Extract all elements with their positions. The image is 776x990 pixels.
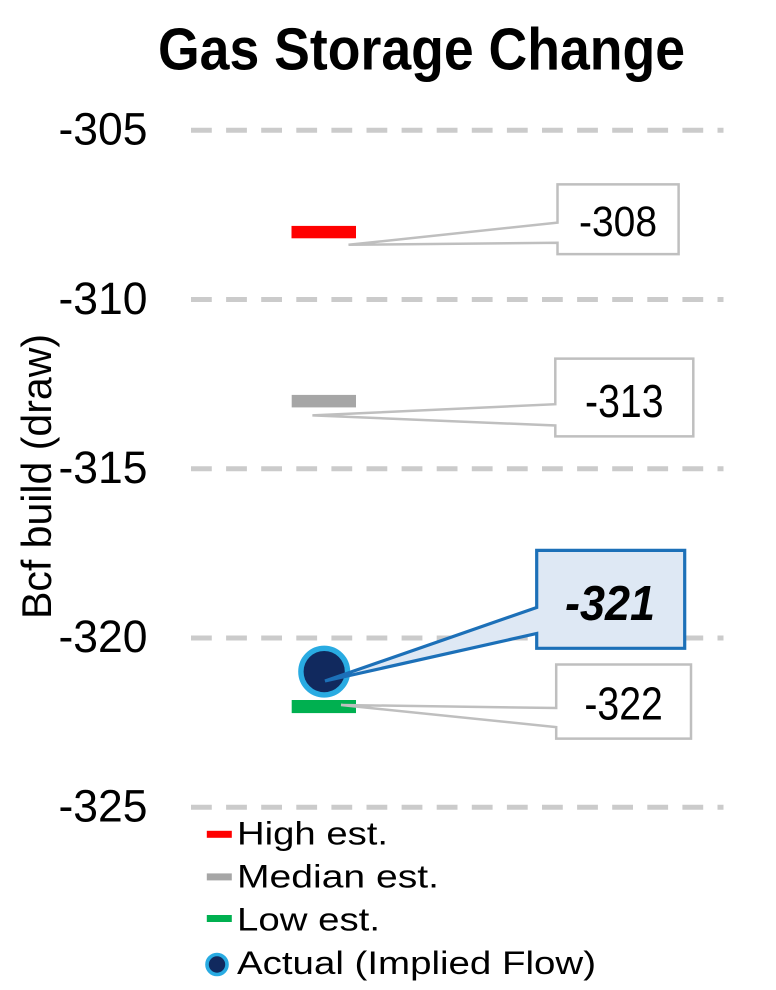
svg-text:Bcf build (draw): Bcf build (draw) <box>13 334 60 619</box>
svg-text:-315: -315 <box>59 442 148 493</box>
svg-text:-305: -305 <box>59 104 148 155</box>
svg-text:-321: -321 <box>565 577 655 631</box>
svg-text:Gas Storage Change: Gas Storage Change <box>158 17 685 83</box>
svg-text:-320: -320 <box>59 611 148 662</box>
svg-text:-313: -313 <box>585 375 664 427</box>
svg-text:-325: -325 <box>59 780 148 831</box>
svg-text:-308: -308 <box>579 199 657 246</box>
svg-text:Actual (Implied Flow): Actual (Implied Flow) <box>237 945 596 981</box>
svg-text:Median est.: Median est. <box>237 858 439 894</box>
svg-text:High est.: High est. <box>237 815 388 851</box>
svg-text:Low est.: Low est. <box>237 901 380 937</box>
svg-text:-322: -322 <box>584 677 663 729</box>
svg-text:-310: -310 <box>59 273 148 324</box>
